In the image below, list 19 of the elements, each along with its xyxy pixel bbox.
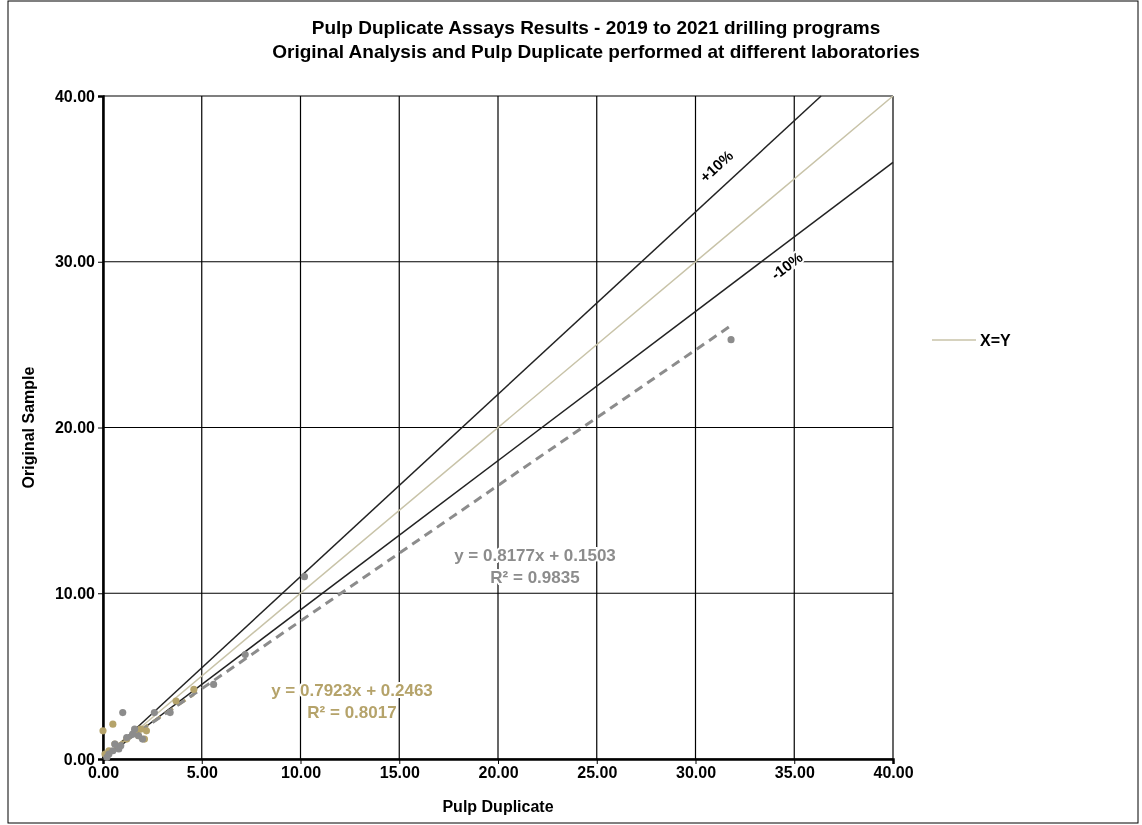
annotation: -10% — [767, 248, 806, 283]
y-tick-label: 40.00 — [54, 87, 96, 105]
x-tick-label: 25.00 — [577, 764, 618, 782]
x-tick-label: 10.00 — [280, 764, 322, 782]
x-tick-label: 20.00 — [478, 764, 519, 782]
chart-title: Pulp Duplicate Assays Results - 2019 to 2021 drilling programs — [311, 17, 881, 38]
x-tick-label: 30.00 — [675, 764, 717, 782]
legend-label: X=Y — [980, 332, 1012, 349]
chart-subtitle: Original Analysis and Pulp Duplicate performed at different laboratories — [272, 41, 920, 62]
y-tick-label: 10.00 — [54, 584, 96, 602]
x-tick-label: 5.00 — [186, 764, 218, 782]
y-tick-label: 20.00 — [54, 419, 96, 437]
x-axis-title: Pulp Duplicate — [442, 798, 554, 815]
y-tick-label: 30.00 — [54, 253, 96, 271]
y-axis-title: Original Sample — [20, 366, 37, 489]
x-tick-label: 0.00 — [87, 764, 120, 782]
x-tick-label: 15.00 — [379, 764, 420, 782]
x-tick-label: 40.00 — [873, 764, 914, 782]
x-tick-label: 35.00 — [774, 764, 815, 782]
